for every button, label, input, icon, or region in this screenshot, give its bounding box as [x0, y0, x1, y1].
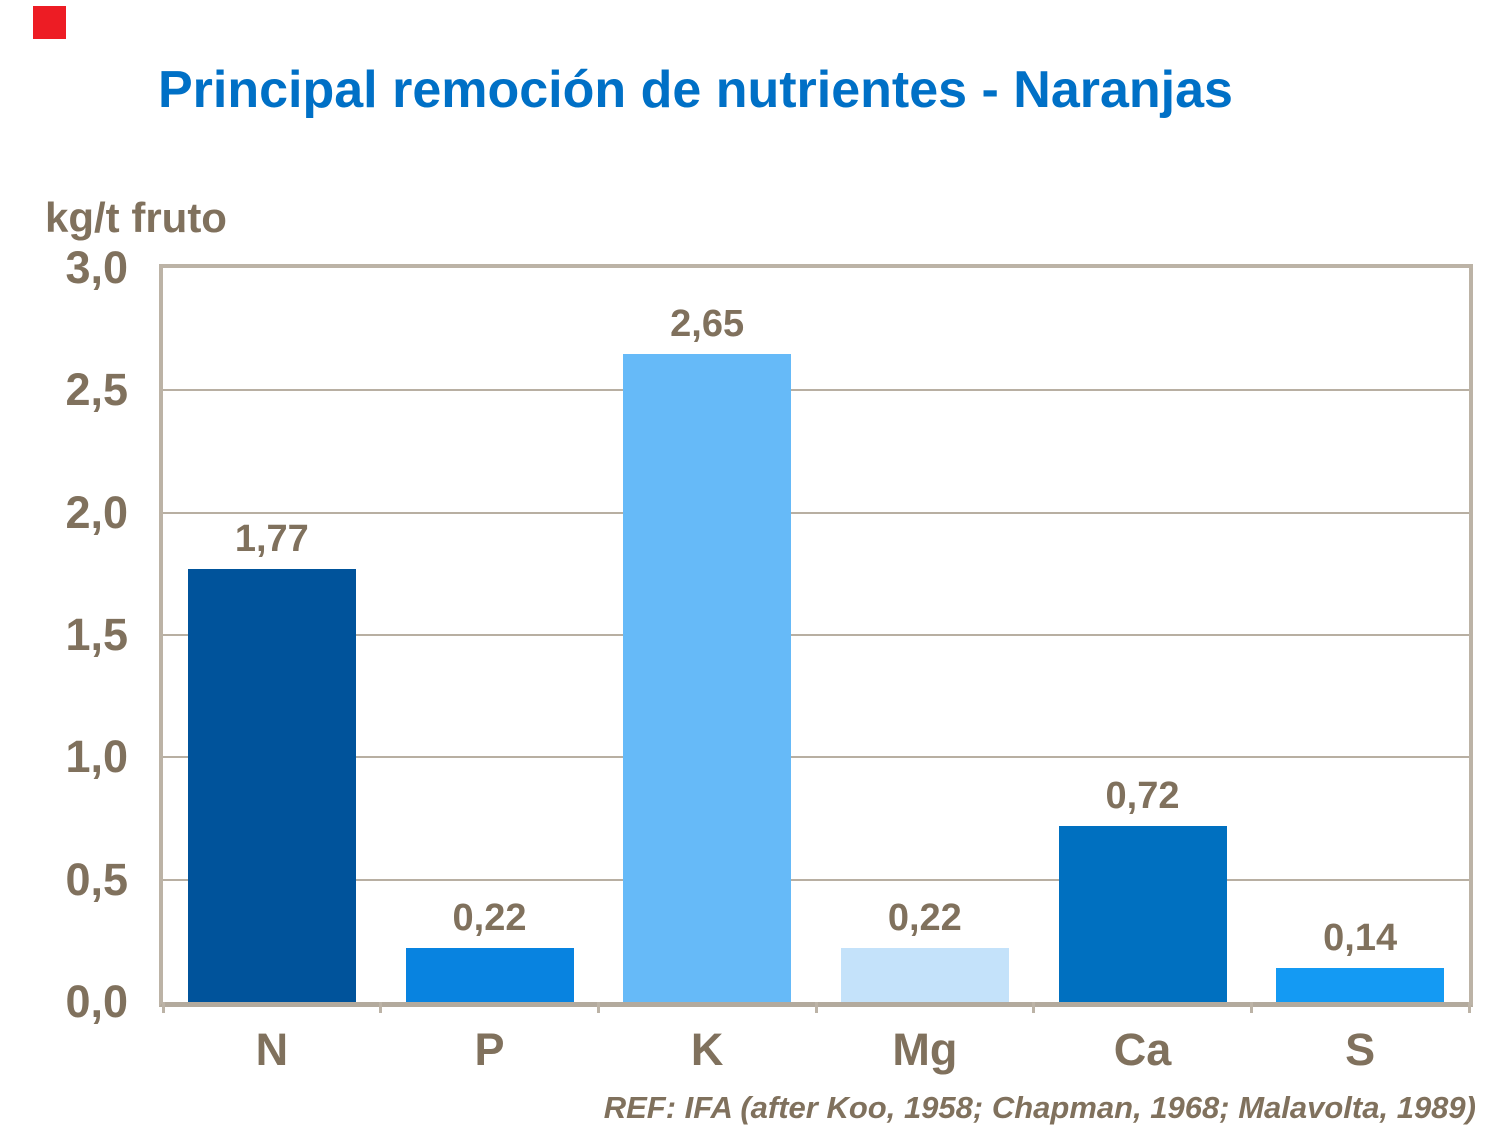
- y-axis-tick-label: 0,5: [65, 853, 128, 905]
- bar-value-label: 0,14: [1323, 916, 1398, 959]
- bar-value-label: 2,65: [670, 302, 745, 345]
- gridline: [163, 756, 1469, 759]
- bar-value-label: 0,72: [1105, 774, 1180, 817]
- y-axis-tick-label: 0,0: [65, 976, 128, 1027]
- gridline: [163, 634, 1469, 636]
- x-axis-tick: [1249, 1002, 1253, 1013]
- y-axis-tick-label: 1,0: [65, 731, 128, 783]
- x-axis-tick: [596, 1002, 600, 1013]
- y-axis-unit-label: kg/t fruto: [45, 194, 227, 241]
- category-label-Ca: Ca: [1113, 1024, 1172, 1075]
- bar-K: [623, 353, 792, 1002]
- x-axis-tick: [814, 1002, 818, 1013]
- bar-value-label: 0,22: [887, 897, 962, 940]
- bar-Mg: [840, 948, 1009, 1002]
- reference-citation: REF: IFA (after Koo, 1958; Chapman, 1968…: [603, 1090, 1476, 1125]
- category-label-P: P: [474, 1024, 505, 1075]
- bar-N: [187, 568, 356, 1002]
- bar-Ca: [1058, 825, 1227, 1002]
- chart-title: Principal remoción de nutrientes - Naran…: [158, 61, 1233, 119]
- x-axis-tick: [161, 1002, 165, 1013]
- category-label-K: K: [690, 1024, 724, 1075]
- plot-area: 1,77 0,22 2,65 0,22 0,72 0,14: [159, 264, 1473, 1013]
- x-axis-tick: [1032, 1002, 1036, 1013]
- y-axis-tick-label: 2,0: [65, 486, 128, 538]
- y-axis-tick-label: 2,5: [65, 364, 128, 416]
- category-label-S: S: [1345, 1024, 1376, 1075]
- y-axis-tick-label: 3,0: [65, 242, 128, 293]
- x-axis-tick: [379, 1002, 383, 1013]
- category-label-N: N: [255, 1024, 289, 1075]
- bar-P: [405, 948, 574, 1002]
- gridline: [163, 878, 1469, 881]
- red-accent-square: [33, 6, 66, 39]
- x-axis-category-labels: N P K Mg Ca S: [163, 1026, 1469, 1076]
- category-label-Mg: Mg: [892, 1024, 958, 1075]
- bar-S: [1276, 967, 1445, 1002]
- gridline: [163, 511, 1469, 514]
- bar-value-label: 1,77: [234, 517, 309, 560]
- y-axis-tick-label: 1,5: [65, 609, 128, 660]
- bar-value-label: 0,22: [452, 897, 527, 940]
- x-axis-tick: [1467, 1002, 1471, 1013]
- gridline: [163, 389, 1469, 392]
